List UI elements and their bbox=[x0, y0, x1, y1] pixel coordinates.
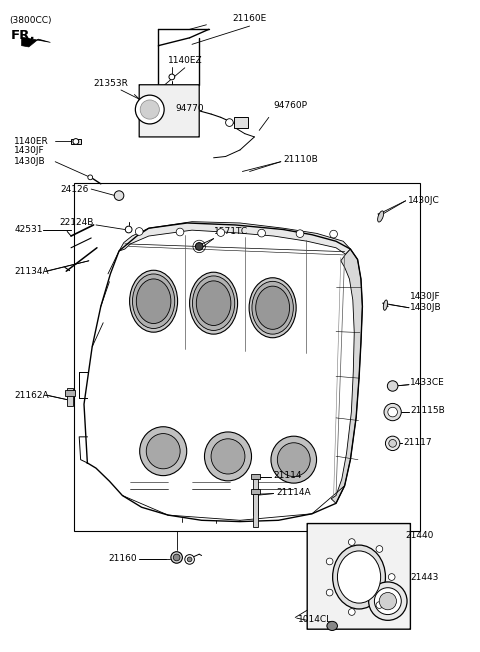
Circle shape bbox=[384, 404, 401, 421]
Circle shape bbox=[376, 546, 383, 552]
Bar bbox=[65, 390, 75, 396]
Bar bbox=[67, 388, 73, 406]
Circle shape bbox=[176, 228, 184, 236]
Text: 21115B: 21115B bbox=[410, 406, 445, 415]
Text: 1430JF: 1430JF bbox=[14, 146, 45, 155]
Text: 21160: 21160 bbox=[108, 554, 137, 563]
Ellipse shape bbox=[333, 545, 385, 609]
Bar bbox=[251, 489, 260, 494]
Ellipse shape bbox=[146, 434, 180, 469]
Text: 1571TC: 1571TC bbox=[214, 227, 248, 236]
Polygon shape bbox=[331, 249, 362, 503]
Ellipse shape bbox=[249, 278, 296, 338]
Text: 94770: 94770 bbox=[175, 104, 204, 113]
Text: 21117: 21117 bbox=[403, 437, 432, 447]
Ellipse shape bbox=[271, 436, 317, 483]
Ellipse shape bbox=[256, 286, 289, 329]
Circle shape bbox=[135, 228, 143, 235]
Text: FR.: FR. bbox=[11, 29, 36, 42]
Circle shape bbox=[169, 74, 175, 80]
Ellipse shape bbox=[211, 439, 245, 474]
Polygon shape bbox=[22, 37, 50, 47]
Circle shape bbox=[135, 95, 164, 124]
Text: 1140EZ: 1140EZ bbox=[168, 56, 202, 65]
Bar bbox=[253, 494, 258, 527]
Circle shape bbox=[388, 408, 397, 417]
Text: 1430JF: 1430JF bbox=[410, 292, 441, 301]
FancyBboxPatch shape bbox=[139, 85, 199, 137]
Circle shape bbox=[217, 229, 225, 237]
Text: 24126: 24126 bbox=[60, 185, 89, 194]
Text: 1433CE: 1433CE bbox=[410, 378, 445, 387]
Bar bbox=[251, 474, 260, 479]
Text: 1140ER: 1140ER bbox=[14, 137, 49, 146]
Circle shape bbox=[369, 582, 407, 620]
Circle shape bbox=[376, 602, 383, 608]
Ellipse shape bbox=[387, 381, 398, 391]
FancyBboxPatch shape bbox=[307, 524, 410, 629]
Circle shape bbox=[326, 558, 333, 565]
Ellipse shape bbox=[130, 270, 178, 332]
Circle shape bbox=[140, 100, 159, 119]
Circle shape bbox=[114, 191, 124, 200]
Circle shape bbox=[296, 230, 304, 237]
Bar bbox=[74, 183, 420, 531]
Ellipse shape bbox=[252, 282, 293, 334]
Text: 1430JC: 1430JC bbox=[408, 196, 440, 205]
Ellipse shape bbox=[140, 427, 187, 476]
Text: 21440: 21440 bbox=[406, 531, 434, 541]
Circle shape bbox=[385, 436, 400, 451]
Text: 1430JB: 1430JB bbox=[14, 157, 46, 166]
Ellipse shape bbox=[378, 211, 384, 222]
Bar bbox=[253, 479, 258, 515]
Circle shape bbox=[379, 593, 396, 610]
Text: 21134A: 21134A bbox=[14, 267, 49, 276]
Ellipse shape bbox=[277, 443, 310, 477]
Ellipse shape bbox=[384, 300, 387, 310]
Text: 22124B: 22124B bbox=[59, 218, 94, 228]
Circle shape bbox=[171, 552, 182, 563]
Circle shape bbox=[389, 439, 396, 447]
Ellipse shape bbox=[337, 551, 381, 603]
Ellipse shape bbox=[190, 273, 238, 334]
Ellipse shape bbox=[132, 274, 175, 329]
Circle shape bbox=[374, 587, 401, 615]
Ellipse shape bbox=[192, 276, 235, 331]
Text: 21114A: 21114A bbox=[276, 488, 311, 497]
Text: 42531: 42531 bbox=[14, 225, 43, 234]
Circle shape bbox=[125, 226, 132, 233]
Text: 1014CL: 1014CL bbox=[298, 615, 332, 624]
Circle shape bbox=[73, 139, 79, 144]
Text: 1430JB: 1430JB bbox=[410, 303, 442, 312]
Text: 21160E: 21160E bbox=[232, 14, 267, 23]
Text: 94760P: 94760P bbox=[274, 101, 308, 110]
Text: 21443: 21443 bbox=[410, 573, 439, 582]
Circle shape bbox=[326, 589, 333, 596]
Circle shape bbox=[173, 554, 180, 561]
FancyBboxPatch shape bbox=[71, 139, 81, 144]
FancyBboxPatch shape bbox=[234, 117, 248, 128]
Circle shape bbox=[388, 574, 395, 580]
Circle shape bbox=[348, 608, 355, 615]
Ellipse shape bbox=[204, 432, 252, 481]
Circle shape bbox=[185, 555, 194, 564]
Circle shape bbox=[348, 539, 355, 546]
Circle shape bbox=[226, 119, 233, 126]
Ellipse shape bbox=[136, 279, 171, 323]
Circle shape bbox=[258, 230, 265, 237]
Polygon shape bbox=[119, 222, 350, 254]
Text: 21110B: 21110B bbox=[283, 155, 318, 164]
Circle shape bbox=[88, 175, 93, 180]
Circle shape bbox=[187, 557, 192, 562]
Circle shape bbox=[195, 243, 203, 250]
Ellipse shape bbox=[327, 621, 337, 630]
Text: 21114: 21114 bbox=[274, 471, 302, 481]
Ellipse shape bbox=[196, 281, 231, 325]
Circle shape bbox=[330, 230, 337, 238]
Text: 21353R: 21353R bbox=[93, 79, 128, 88]
Text: (3800CC): (3800CC) bbox=[10, 16, 52, 25]
Text: 21162A: 21162A bbox=[14, 391, 49, 400]
